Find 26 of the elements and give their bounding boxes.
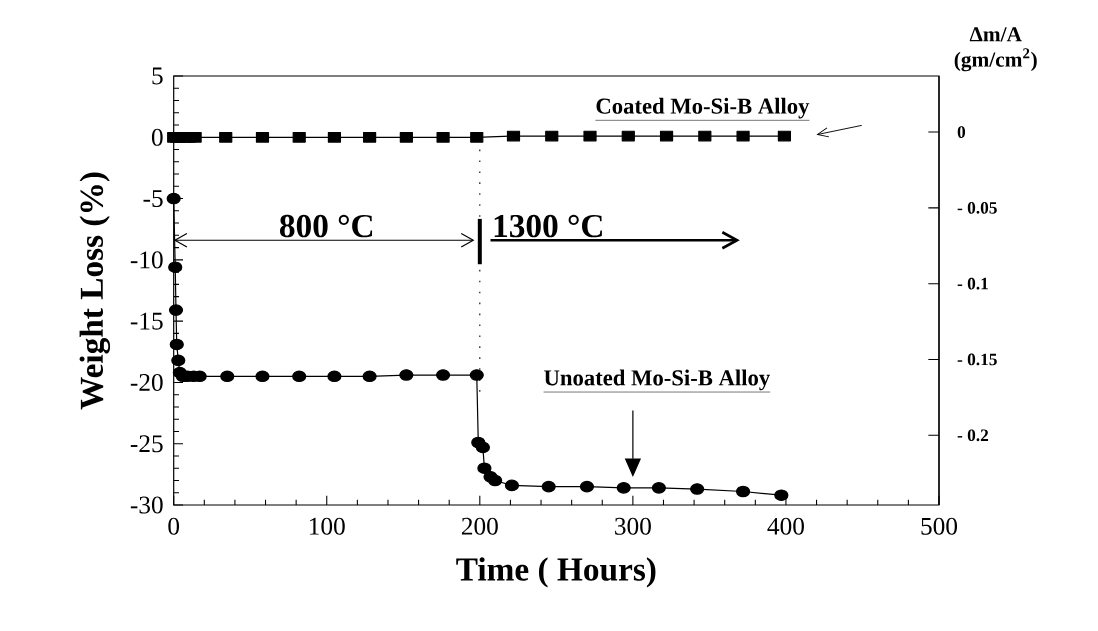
y-tick-label: -25 xyxy=(130,435,163,453)
x-tick-label: 300 xyxy=(615,517,651,535)
y2-axis-title: Δm/A (gm/cm$^{2}$) xyxy=(954,27,1037,72)
x-tick-label: 100 xyxy=(309,517,345,535)
y2-tick-label: 0 xyxy=(957,126,966,138)
annotation: Coated Mo-Si-B Alloy xyxy=(596,97,810,119)
y-tick-label: -15 xyxy=(130,312,163,330)
y-tick-label: -10 xyxy=(130,251,163,269)
y2-tick-label: - 0.15 xyxy=(957,353,997,366)
x-tick-label: 500 xyxy=(921,517,958,535)
y-tick-label: -5 xyxy=(143,190,163,207)
annotation: 800 °C xyxy=(280,214,373,238)
y-tick-label: -20 xyxy=(130,373,163,391)
x-axis-title: Time ( Hours) xyxy=(456,557,656,588)
x-tick-label: 400 xyxy=(767,517,804,535)
annotation: Unoated Mo-Si-B Alloy xyxy=(544,369,770,391)
y2-tick-label: - 0.05 xyxy=(957,201,997,214)
annotation: 1300 °C xyxy=(494,214,602,238)
y-tick-label: 0 xyxy=(151,128,163,146)
x-tick-label: 200 xyxy=(461,517,498,535)
y2-tick-label: - 0.1 xyxy=(957,277,988,290)
y-tick-label: 5 xyxy=(152,67,163,85)
y-axis-title: Weight Loss (%) xyxy=(79,172,111,410)
x-tick-label: 0 xyxy=(168,517,180,535)
y-tick-label: -30 xyxy=(130,496,163,514)
y2-tick-label: - 0.2 xyxy=(957,429,989,442)
